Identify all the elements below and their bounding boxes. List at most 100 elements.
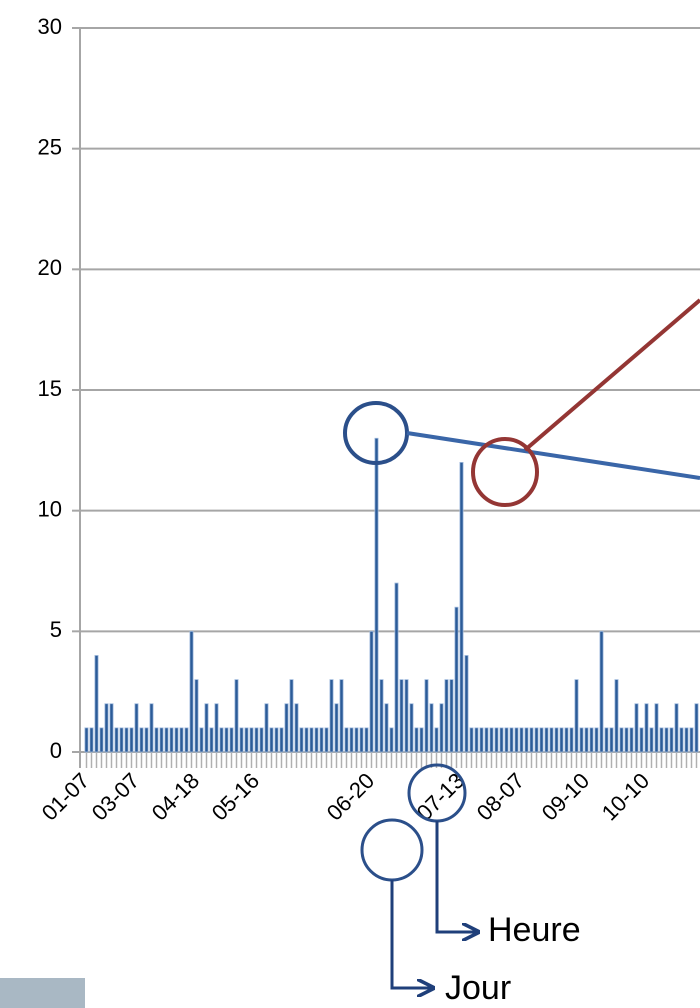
logo: [0, 978, 85, 1008]
bar: [94, 655, 99, 753]
annotation-text: Heure: [488, 911, 581, 949]
bar: [424, 679, 429, 753]
bar: [489, 727, 494, 753]
x-tick-label: 04-18: [147, 768, 204, 825]
bar: [269, 727, 274, 753]
bar: [294, 703, 299, 753]
bar: [449, 679, 454, 753]
bar: [599, 630, 604, 753]
x-tick-label: 06-20: [322, 768, 379, 825]
bar: [244, 727, 249, 753]
bar: [194, 679, 199, 753]
bar: [319, 727, 324, 753]
bar: [514, 727, 519, 753]
bar: [429, 703, 434, 753]
bar: [399, 679, 404, 753]
bar: [119, 727, 124, 753]
y-tick-label: 10: [38, 496, 62, 521]
bar: [164, 727, 169, 753]
bar: [604, 727, 609, 753]
bar: [109, 703, 114, 753]
bar: [569, 727, 574, 753]
bar: [354, 727, 359, 753]
bar: [509, 727, 514, 753]
x-tick-label: 01-07: [37, 768, 94, 825]
bar: [584, 727, 589, 753]
bar: [394, 582, 399, 753]
x-tick-label: 09-10: [537, 768, 594, 825]
bar: [499, 727, 504, 753]
bar: [334, 703, 339, 753]
bar: [104, 703, 109, 753]
bar: [314, 727, 319, 753]
bar: [349, 727, 354, 753]
bar: [239, 727, 244, 753]
bar: [659, 727, 664, 753]
x-tick-label: 03-07: [87, 768, 144, 825]
bar: [154, 727, 159, 753]
x-tick-label: 08-07: [472, 768, 529, 825]
bar: [589, 727, 594, 753]
bar: [534, 727, 539, 753]
bar: [684, 727, 689, 753]
bar: [554, 727, 559, 753]
bar: [484, 727, 489, 753]
bar: [324, 727, 329, 753]
bar: [309, 727, 314, 753]
bar: [114, 727, 119, 753]
y-tick-label: 20: [38, 255, 62, 280]
bar: [574, 679, 579, 753]
bar: [669, 727, 674, 753]
bar: [549, 727, 554, 753]
y-tick-label: 15: [38, 376, 62, 401]
bar: [474, 727, 479, 753]
bar: [134, 703, 139, 753]
bar: [159, 727, 164, 753]
annotation-text: Jour: [445, 969, 511, 1007]
bar: [679, 727, 684, 753]
bar: [464, 655, 469, 753]
bar: [544, 727, 549, 753]
bar: [384, 703, 389, 753]
bar: [649, 727, 654, 753]
bar: [224, 727, 229, 753]
bar: [694, 703, 699, 753]
bar: [99, 727, 104, 753]
bar: [494, 727, 499, 753]
x-tick-label: 05-16: [207, 768, 264, 825]
bar: [619, 727, 624, 753]
bar: [169, 727, 174, 753]
bar: [174, 727, 179, 753]
bar: [459, 461, 464, 753]
bar: [289, 679, 294, 753]
bar: [639, 727, 644, 753]
bar: [204, 703, 209, 753]
bar: [139, 727, 144, 753]
bar: [189, 630, 194, 753]
bar: [404, 679, 409, 753]
bar: [299, 727, 304, 753]
bar: [504, 727, 509, 753]
bar: [624, 727, 629, 753]
y-tick-label: 0: [50, 738, 62, 763]
bar: [609, 727, 614, 753]
bar: [559, 727, 564, 753]
highlight-circle: [360, 818, 424, 882]
bar: [234, 679, 239, 753]
bar: [89, 727, 94, 753]
bar: [339, 679, 344, 753]
bar: [529, 727, 534, 753]
bar: [259, 727, 264, 753]
bar: [254, 727, 259, 753]
bar: [634, 703, 639, 753]
bar: [364, 727, 369, 753]
bar: [129, 727, 134, 753]
pointer-line: [406, 431, 700, 480]
arrow: [435, 821, 478, 932]
bar: [124, 727, 129, 753]
highlight-circle: [471, 437, 539, 507]
bar: [84, 727, 89, 753]
bar: [304, 727, 309, 753]
